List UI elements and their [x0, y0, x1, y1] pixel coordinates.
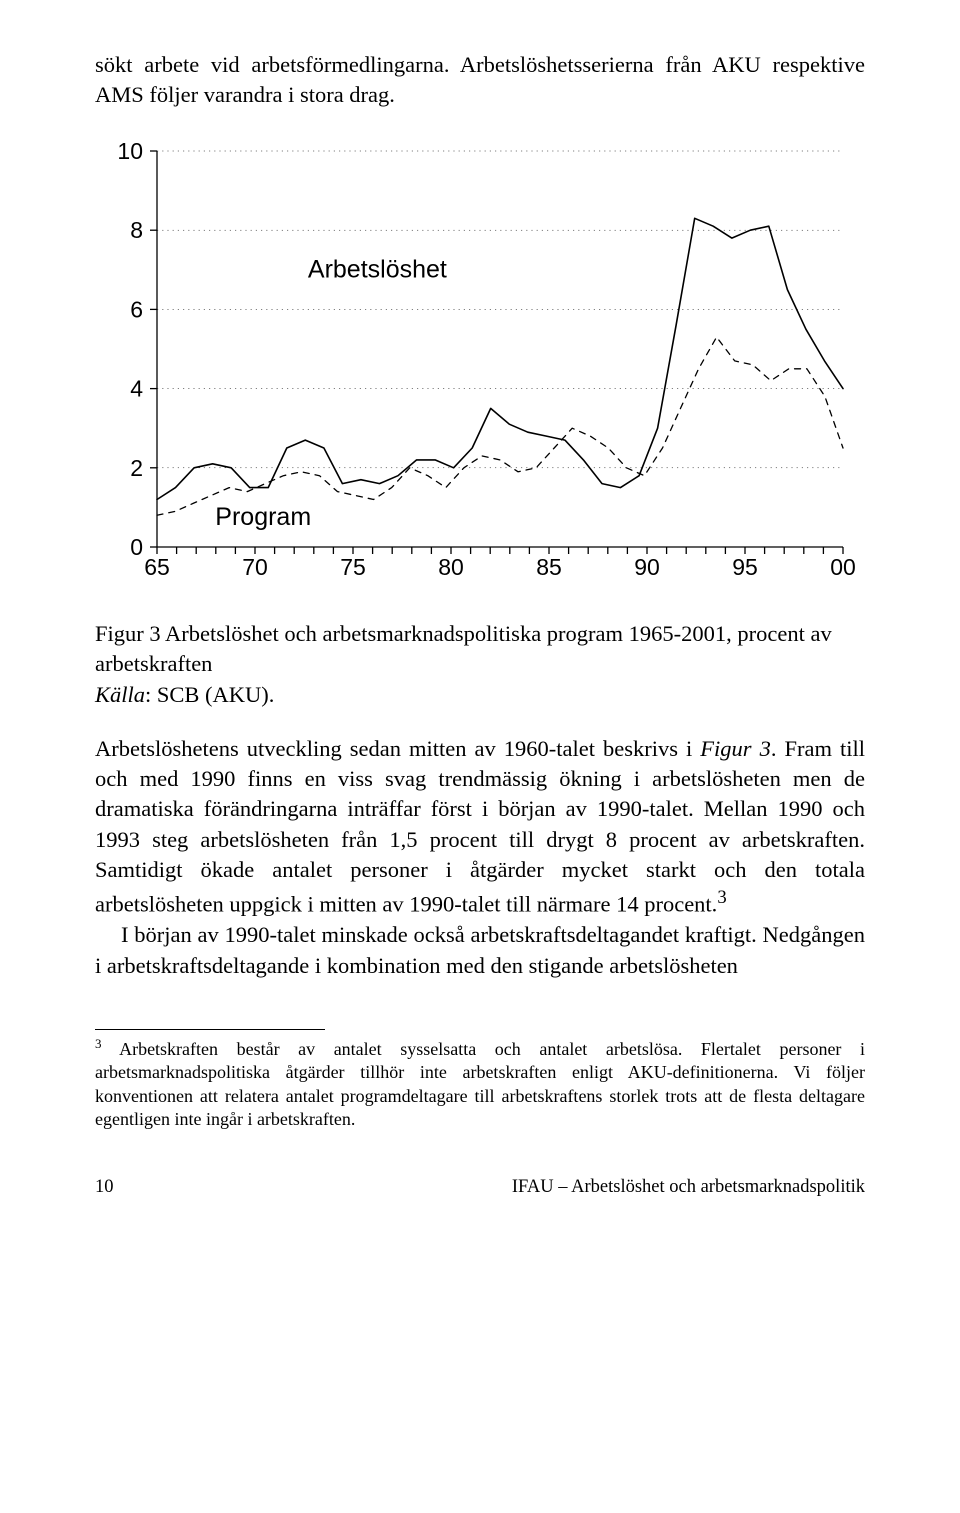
intro-paragraph: sökt arbete vid arbetsförmedlingarna. Ar…: [95, 50, 865, 111]
svg-text:0: 0: [130, 534, 143, 560]
svg-text:80: 80: [438, 554, 464, 580]
footnote-3: 3 Arbetskraften består av antalet syssel…: [95, 1036, 865, 1132]
footnote-ref-3: 3: [717, 887, 726, 908]
svg-text:4: 4: [130, 375, 143, 401]
svg-text:95: 95: [732, 554, 758, 580]
svg-text:Arbetslöshet: Arbetslöshet: [308, 255, 447, 283]
fig-ref: Figur 3: [700, 736, 771, 761]
svg-text:65: 65: [144, 554, 170, 580]
svg-text:85: 85: [536, 554, 562, 580]
figure-source: Källa: SCB (AKU).: [95, 682, 865, 708]
svg-text:70: 70: [242, 554, 268, 580]
body-paragraph-1: Arbetslöshetens utveckling sedan mitten …: [95, 734, 865, 982]
body-p1-a: Arbetslöshetens utveckling sedan mitten …: [95, 736, 700, 761]
figure-caption: Figur 3 Arbetslöshet och arbetsmarknadsp…: [95, 619, 865, 680]
chart-svg: 0 2 4 6 8 10 65 70 75 80 85 90 95 00 Arbetslöshet Progr…: [95, 139, 855, 599]
footnote-text: Arbetskraften består av antalet sysselsa…: [95, 1039, 865, 1129]
svg-text:8: 8: [130, 217, 143, 243]
body-p1-b: . Fram till och med 1990 finns en viss s…: [95, 736, 865, 917]
svg-text:6: 6: [130, 296, 143, 322]
svg-text:10: 10: [117, 139, 143, 164]
footer-title: IFAU – Arbetslöshet och arbetsmarknadspo…: [512, 1177, 865, 1198]
svg-text:90: 90: [634, 554, 660, 580]
svg-text:2: 2: [130, 455, 143, 481]
svg-text:75: 75: [340, 554, 366, 580]
svg-text:00: 00: [830, 554, 855, 580]
svg-text:Program: Program: [215, 503, 311, 531]
body-p2: I början av 1990-talet minskade också ar…: [95, 922, 865, 977]
figure-3-chart: 0 2 4 6 8 10 65 70 75 80 85 90 95 00 Arbetslöshet Progr…: [95, 139, 865, 599]
footnote-rule: [95, 1029, 325, 1030]
page-number: 10: [95, 1177, 114, 1198]
source-rest: : SCB (AKU).: [145, 682, 274, 707]
source-label: Källa: [95, 682, 145, 707]
page-footer: 10 IFAU – Arbetslöshet och arbetsmarknad…: [95, 1177, 865, 1198]
